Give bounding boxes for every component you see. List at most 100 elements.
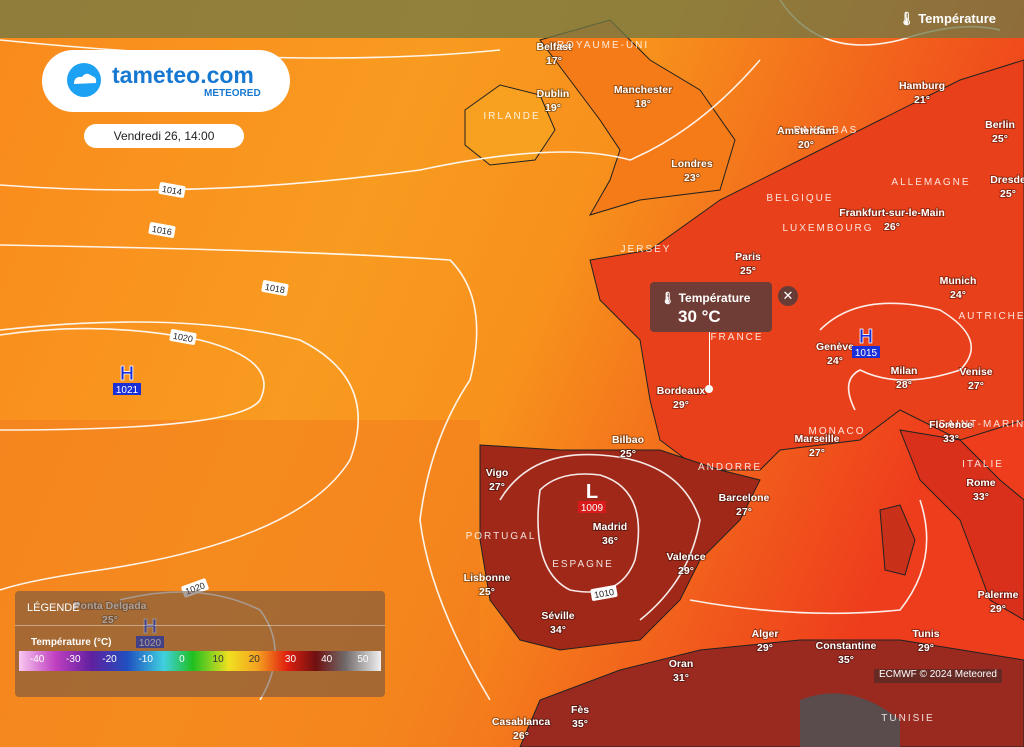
pressure-kind: H <box>120 363 134 385</box>
city-name: Dresde <box>990 174 1024 186</box>
city-name: Genève <box>816 341 854 353</box>
isobar-value: 1018 <box>264 282 285 295</box>
city-temp: 26° <box>513 730 529 742</box>
pressure-kind: L <box>586 481 598 503</box>
city-name: Berlin <box>985 119 1015 131</box>
pressure-value-bg <box>852 346 880 358</box>
country-label: TUNISIE <box>881 713 934 724</box>
legend-title: LÉGENDE <box>27 602 80 614</box>
popup-stem <box>709 332 710 388</box>
thermometer-icon: 🌡 <box>898 11 915 26</box>
land <box>464 19 1024 747</box>
popup-close[interactable]: ✕ <box>778 286 798 306</box>
city-temp: 27° <box>489 481 505 493</box>
country-label: PAYS-BAS <box>794 125 859 136</box>
city-temp: 27° <box>809 447 825 459</box>
city-temp: 35° <box>572 718 588 730</box>
country-label: AUTRICHE <box>958 311 1024 322</box>
city-temp: 31° <box>673 672 689 684</box>
city-name: Frankfurt-sur-le-Main <box>839 207 945 219</box>
legend-tick: 20 <box>248 654 260 665</box>
city-temp: 25° <box>1000 188 1016 200</box>
legend: LÉGENDE Température (°C) -40 -30 -20 -10 0 10… <box>15 591 385 697</box>
city-name: Alger <box>752 628 779 640</box>
pressure-value: 1009 <box>581 503 604 514</box>
attribution: ECMWF © 2024 Meteored <box>874 669 1002 683</box>
popup-title-text: Température <box>678 291 751 305</box>
city-name: Munich <box>940 275 977 287</box>
country-label: BELGIQUE <box>766 193 833 204</box>
city-name: Séville <box>541 610 574 622</box>
city-name: Valence <box>666 551 705 563</box>
city-name: Madrid <box>593 521 627 533</box>
isobar-label-bg <box>158 182 186 198</box>
top-bar <box>0 0 1024 38</box>
country-label: SAINT-MARIN <box>939 419 1024 430</box>
country-label: IRLANDE <box>483 111 540 122</box>
isobar-value: 1014 <box>161 184 182 197</box>
pressure-value: 1021 <box>116 385 139 396</box>
pressure-value-bg <box>113 383 141 395</box>
city-temp: 27° <box>736 506 752 518</box>
city-temp: 25° <box>479 586 495 598</box>
city-name: Belfast <box>536 41 572 53</box>
city-name: Venise <box>959 366 992 378</box>
logo-brand: METEORED <box>204 88 261 99</box>
city-name: Manchester <box>614 84 672 96</box>
city-name: Barcelone <box>719 492 770 504</box>
legend-scale <box>19 651 381 671</box>
logo-icon <box>67 63 101 97</box>
city-temp: 28° <box>896 379 912 391</box>
city-name: Dublin <box>537 88 570 100</box>
popup-value: 30 °C <box>678 307 721 326</box>
country-label: MONACO <box>809 426 866 437</box>
city-temp: 18° <box>635 98 651 110</box>
isobar-label-bg <box>261 280 289 296</box>
city-name: Hamburg <box>899 80 945 92</box>
country-label: ROYAUME-UNI <box>557 40 649 51</box>
country-label: PORTUGAL <box>466 531 537 542</box>
isobar-label-bg <box>148 222 176 238</box>
logo-box[interactable]: tameteo.com METEORED <box>42 50 290 112</box>
isobar-label: 1020 <box>169 329 197 345</box>
city-temp: 29° <box>757 642 773 654</box>
city-temp: 29° <box>990 603 1006 615</box>
popup: 🌡 Température 30 °C <box>650 282 772 332</box>
city-temp: 25° <box>620 448 636 460</box>
legend-tick: 30 <box>284 654 297 665</box>
layer-label[interactable]: 🌡 Température <box>898 11 996 27</box>
city-temp: 29° <box>918 642 934 654</box>
city-temp: 20° <box>798 139 814 151</box>
city-temp: 36° <box>602 535 618 547</box>
legend-divider <box>15 625 385 626</box>
country-label: LUXEMBOURG <box>782 223 873 234</box>
city-name: Florence <box>929 419 973 431</box>
legend-tick: 10 <box>212 654 224 665</box>
city-temp: 17° <box>546 55 562 67</box>
legend-tick: -10 <box>138 654 153 665</box>
city-name: Milan <box>891 365 918 377</box>
city-temp: 29° <box>678 565 694 577</box>
legend-tick: 50 <box>357 654 369 665</box>
city-temp: 34° <box>550 624 566 636</box>
layer-name: Température <box>918 11 996 26</box>
popup-title: 🌡 Température <box>660 291 751 305</box>
city-name: Palerme <box>978 589 1019 601</box>
logo-text: tameteo.com <box>112 62 254 88</box>
isobar-label: 1014 <box>158 182 186 198</box>
country-label: JERSEY <box>621 244 672 255</box>
country-label: ANDORRE <box>698 462 762 473</box>
city-name: Bordeaux <box>657 385 706 397</box>
date-pill[interactable]: Vendredi 26, 14:00 <box>84 124 244 148</box>
pressure-value: 1015 <box>855 348 878 359</box>
legend-tick: 40 <box>321 654 333 665</box>
city-name: Tunis <box>912 628 939 640</box>
isobar-label: 1018 <box>261 280 289 296</box>
isobar-value: 1010 <box>593 587 614 600</box>
country-label: ESPAGNE <box>552 559 614 570</box>
city-name: Vigo <box>486 467 509 479</box>
isobar-label: 1010 <box>590 585 618 601</box>
isobar-value: 1020 <box>172 331 193 344</box>
city-temp: 26° <box>884 221 900 233</box>
